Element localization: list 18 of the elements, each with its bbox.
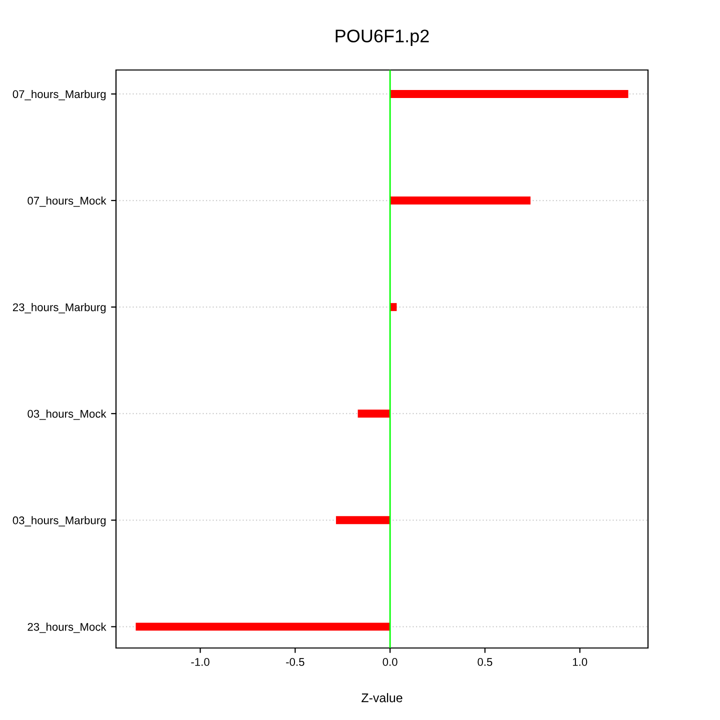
bar: [390, 90, 628, 98]
x-tick-label: -0.5: [286, 658, 304, 666]
x-tick-label: -1.0: [191, 658, 210, 666]
x-tick-label: 1.0: [572, 658, 588, 666]
bar: [390, 196, 531, 205]
y-tick-label: 23_hours_Marburg: [12, 303, 106, 314]
y-tick-label: 07_hours_Mock: [28, 196, 106, 207]
y-tick-label: 03_hours_Mock: [28, 410, 106, 420]
x-axis-title: Z-value: [362, 693, 402, 702]
bar: [336, 516, 390, 524]
x-tick-label: 0.0: [382, 658, 398, 666]
bar: [358, 410, 390, 418]
y-tick-label: 03_hours_Marburg: [12, 516, 106, 526]
y-tick-label: 07_hours_Marburg: [12, 90, 106, 100]
chart-title: POU6F1.p2: [336, 30, 429, 46]
y-tick-label: 23_hours_Mock: [28, 622, 106, 633]
x-tick-label: 0.5: [478, 658, 492, 666]
bar: [136, 622, 390, 631]
